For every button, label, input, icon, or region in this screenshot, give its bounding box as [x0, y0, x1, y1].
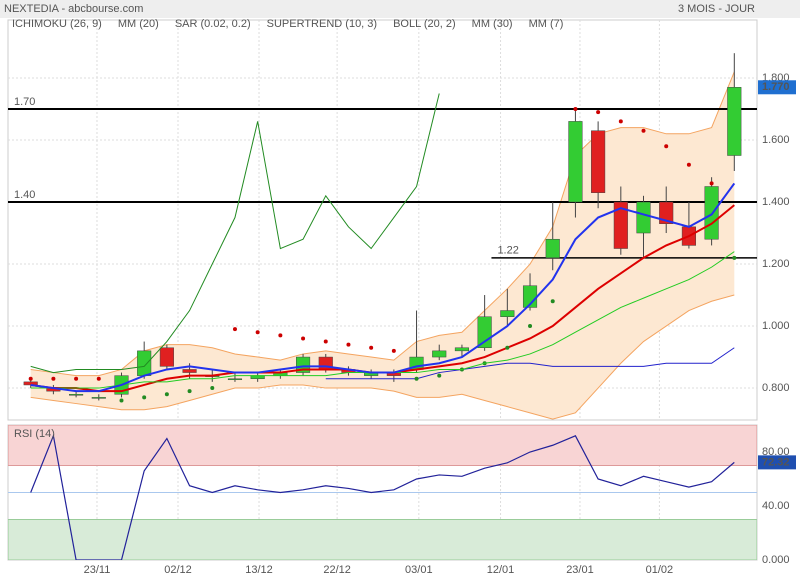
candle-body [636, 201, 651, 234]
main-layer [8, 20, 757, 420]
sar-dot [709, 181, 714, 186]
candle-body [454, 347, 469, 352]
last-price-label: 1.770 [762, 81, 790, 93]
sar-dot [596, 110, 601, 115]
indicator-line [325, 347, 735, 380]
rsi-layer [8, 425, 757, 560]
boll-upper [30, 71, 735, 377]
boll-band-fill [30, 71, 735, 420]
sar-dot [550, 299, 555, 304]
legend-entry: MM (7) [529, 18, 564, 30]
x-tick-label: 23/11 [84, 564, 111, 576]
header-bar [0, 0, 800, 18]
candle-body [591, 130, 606, 193]
x-tick-label: 13/12 [245, 564, 273, 576]
y-tick-label: 0.800 [762, 382, 790, 394]
rsi-line [30, 433, 735, 560]
candle-body [182, 369, 197, 373]
sar-dot [505, 345, 510, 350]
sar-dot [664, 144, 669, 149]
candle-body [91, 397, 106, 399]
candle-body [613, 201, 628, 249]
candle-body [137, 350, 152, 376]
candle-body [432, 350, 447, 358]
candle-body [69, 394, 84, 396]
sar-dot [51, 376, 56, 381]
sar-dot [437, 373, 442, 378]
labels-layer: 23/11 02/12 13/12 22/12 03/01 12/01 23/01 01/02… [12, 18, 796, 576]
oversold-zone [8, 519, 757, 560]
sar-dot [28, 376, 33, 381]
sar-dot [323, 339, 328, 344]
indicator-line [30, 182, 736, 393]
boll-lower [30, 294, 735, 420]
sar-dot [232, 327, 237, 332]
level-label: 1.22 [497, 245, 518, 257]
sar-dot [641, 128, 646, 133]
sar-dot [573, 106, 578, 111]
y-tick-label: 1.200 [762, 258, 790, 270]
candle-body [727, 87, 742, 156]
rsi-tick-label: 0.000 [762, 554, 790, 566]
x-tick-label: 02/12 [164, 564, 192, 576]
sar-dot [391, 348, 396, 353]
sar-dot [74, 376, 79, 381]
sar-dot [732, 255, 737, 260]
sar-dot [96, 376, 101, 381]
overbought-zone [8, 425, 757, 466]
legend-entry: MM (30) [472, 18, 513, 30]
last-price-tag [758, 80, 796, 95]
sar-dot [255, 330, 260, 335]
x-tick-label: 23/01 [566, 564, 594, 576]
x-tick-label: 01/02 [646, 564, 674, 576]
rsi-last-tag [758, 455, 796, 470]
candle-body [659, 201, 674, 224]
sar-dot [528, 324, 533, 329]
candle-body [23, 381, 38, 386]
legend-entry: BOLL (20, 2) [393, 18, 456, 30]
sar-dot [187, 389, 192, 394]
legend-entry: MM (20) [118, 18, 159, 30]
sar-dot [142, 395, 147, 400]
sar-dot [301, 336, 306, 341]
rsi-title: RSI (14) [14, 428, 55, 440]
legend-entry: SAR (0.02, 0.2) [175, 18, 251, 30]
candle-body [477, 316, 492, 349]
x-tick-label: 22/12 [323, 564, 351, 576]
candle-body [545, 238, 560, 259]
sar-dot [346, 342, 351, 347]
header-title: NEXTEDIA - abcbourse.com [4, 3, 143, 15]
y-tick-label: 1.600 [762, 134, 790, 146]
level-label: 1.70 [14, 96, 35, 108]
legend-entry: SUPERTREND (10, 3) [267, 18, 377, 30]
sar-dot [686, 162, 691, 167]
rsi-tick-label: 40.00 [762, 500, 790, 512]
sar-dot [369, 345, 374, 350]
sar-dot [164, 392, 169, 397]
candle-body [159, 347, 174, 367]
candle-body [568, 121, 583, 203]
y-tick-label: 1.400 [762, 196, 790, 208]
candle-body [500, 310, 515, 317]
header-period: 3 MOIS - JOUR [678, 3, 755, 15]
sar-dot [278, 333, 283, 338]
x-tick-label: 03/01 [405, 564, 433, 576]
sar-dot [119, 398, 124, 403]
level-label: 1.40 [14, 189, 35, 201]
sar-dot [618, 119, 623, 124]
sar-dot [210, 386, 215, 391]
rsi-last-label: 72.32 [762, 456, 790, 468]
rsi-tick-label: 80.00 [762, 446, 790, 458]
x-tick-label: 12/01 [487, 564, 515, 576]
sar-dot [414, 376, 419, 381]
candle-body [227, 378, 243, 381]
legend-entry: ICHIMOKU (26, 9) [12, 18, 102, 30]
y-tick-label: 1.000 [762, 320, 790, 332]
indicator-line [30, 93, 440, 374]
